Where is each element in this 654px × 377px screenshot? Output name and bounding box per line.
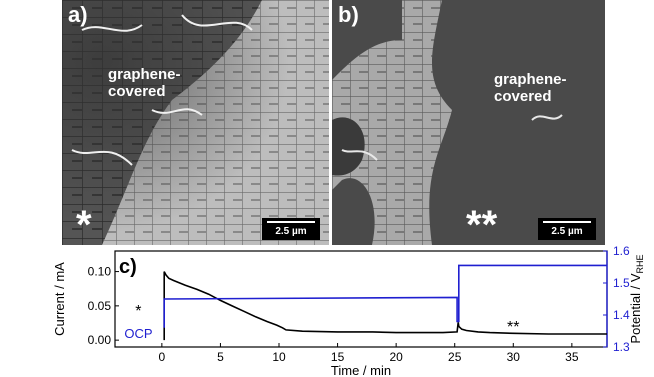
y-left-tick-label: 0.00: [88, 333, 112, 347]
y-left-tick-label: 0.10: [88, 265, 112, 279]
panel-c-label: c): [119, 256, 137, 278]
marker-b: **: [466, 203, 498, 245]
sem-texture-a: [62, 0, 329, 245]
chart-layer: 0 5 10 15 20 25 30 35 0.00 0.05 0.10 1.3 1.4 1.5 1.6 * O…: [52, 245, 645, 377]
x-tick-label: 30: [507, 350, 521, 364]
x-tick-label: 35: [565, 350, 579, 364]
x-tick-label: 5: [217, 350, 224, 364]
scale-bar-line-b: [543, 221, 591, 223]
sem-texture-b: [332, 0, 605, 245]
chart-annotation: *: [135, 303, 141, 320]
y-right-axis-label-main: Potential / V: [628, 273, 643, 343]
graphene-covered-label-a: graphene- covered: [108, 66, 181, 100]
scale-bar-text-a: 2.5 µm: [275, 226, 307, 237]
x-tick-label: 10: [272, 350, 286, 364]
panel-a-label: a): [68, 2, 88, 27]
scale-bar-b: 2.5 µm: [538, 218, 596, 240]
sem-image-b: b) graphene- covered ** 2.5 µm: [332, 0, 605, 245]
y-left-tick-label: 0.05: [88, 299, 112, 313]
potential-line: [163, 264, 607, 328]
current-line: [163, 271, 607, 341]
x-axis-label: Time / min: [331, 363, 391, 377]
chart-c: 0 5 10 15 20 25 30 35 0.00 0.05 0.10 1.3 1.4 1.5 1.6 * O…: [52, 245, 645, 377]
y-left-axis-label: Current / mA: [52, 262, 67, 336]
panel-b-label: b): [338, 2, 359, 27]
y-right-tick-label: 1.3: [613, 340, 630, 354]
marker-a: *: [76, 203, 92, 245]
x-tick-label: 15: [331, 350, 345, 364]
scale-bar-a: 2.5 µm: [262, 218, 320, 240]
y-right-tick-label: 1.6: [613, 245, 630, 258]
scale-bar-line-a: [267, 221, 315, 223]
y-right-tick-label: 1.4: [613, 308, 630, 322]
sem-image-a: a) graphene- covered * 2.5 µm: [62, 0, 329, 245]
chart-annotation: **: [507, 319, 519, 336]
graphene-covered-label-b: graphene- covered: [494, 71, 567, 105]
chart-annotation: OCP: [124, 326, 152, 341]
x-tick-label: 0: [159, 350, 166, 364]
x-tick-label: 20: [389, 350, 403, 364]
scale-bar-text-b: 2.5 µm: [551, 226, 583, 237]
y-right-axis-label: Potential / VRHE: [628, 254, 645, 343]
x-tick-label: 25: [448, 350, 462, 364]
y-right-axis-label-sub: RHE: [635, 254, 645, 273]
y-right-tick-label: 1.5: [613, 276, 630, 290]
